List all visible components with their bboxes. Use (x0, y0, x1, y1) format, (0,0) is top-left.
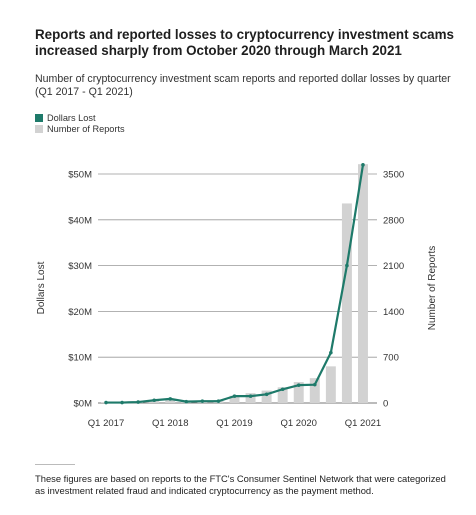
point-dollars (361, 163, 365, 167)
legend: Dollars Lost Number of Reports (35, 112, 125, 134)
y-tick-label-right: 3500 (383, 170, 404, 181)
series-line-dollars (106, 164, 365, 404)
point-dollars (216, 399, 221, 403)
legend-item-reports: Number of Reports (35, 123, 125, 134)
bar-reports (293, 382, 304, 403)
point-dollars (152, 398, 157, 403)
legend-label-dollars: Dollars Lost (47, 112, 96, 123)
y-tick-label-left: $10M (68, 353, 92, 364)
point-dollars (345, 263, 349, 268)
x-tick-label: Q1 2021 (345, 418, 381, 429)
y-tick-label-right: 2800 (383, 215, 404, 226)
x-tick-label: Q1 2019 (216, 418, 252, 429)
bar-reports (261, 390, 272, 403)
point-dollars (248, 394, 253, 398)
point-dollars (136, 400, 140, 404)
legend-swatch-dollars (35, 113, 43, 122)
y-axis-label-left: Dollars Lost (36, 261, 47, 314)
y-tick-label-right: 1400 (383, 307, 404, 318)
point-dollars (104, 400, 108, 405)
y-tick-label-left: $40M (68, 215, 92, 226)
legend-swatch-reports (35, 124, 43, 133)
bar-reports (357, 164, 368, 403)
y-tick-label-right: 2100 (383, 261, 404, 272)
point-dollars (184, 399, 189, 404)
bar-reports (341, 203, 352, 403)
point-dollars (120, 400, 124, 405)
chart-title: Reports and reported losses to cryptocur… (35, 27, 454, 58)
x-tick-label: Q1 2018 (152, 418, 188, 429)
y-tick-label-left: $0M (74, 399, 93, 410)
footnote: These figures are based on reports to th… (35, 473, 446, 496)
point-dollars (296, 383, 301, 387)
bar-reports (309, 378, 320, 403)
bar-reports (277, 387, 288, 403)
legend-item-dollars: Dollars Lost (35, 112, 125, 123)
y-tick-label-right: 700 (383, 353, 399, 364)
point-dollars (329, 350, 333, 355)
y-tick-label-left: $50M (68, 170, 92, 181)
y-axis-label-right: Number of Reports (427, 246, 438, 330)
point-dollars (312, 382, 317, 387)
chart-subtitle: Number of cryptocurrency investment scam… (35, 73, 451, 98)
y-tick-label-left: $30M (68, 261, 92, 272)
x-tick-label: Q1 2017 (88, 418, 124, 429)
bar-reports (325, 366, 336, 403)
x-tick-label: Q1 2020 (281, 418, 317, 429)
y-tick-label-right: 0 (383, 399, 388, 410)
point-dollars (264, 392, 269, 397)
point-dollars (232, 394, 237, 398)
legend-label-reports: Number of Reports (47, 123, 125, 134)
bar-reports (165, 399, 176, 403)
point-dollars (200, 399, 205, 403)
y-tick-label-left: $20M (68, 307, 92, 318)
bar-reports (229, 395, 240, 403)
point-dollars (168, 397, 173, 401)
bar-reports (245, 393, 256, 403)
point-dollars (280, 387, 285, 392)
footer-divider (35, 464, 75, 465)
